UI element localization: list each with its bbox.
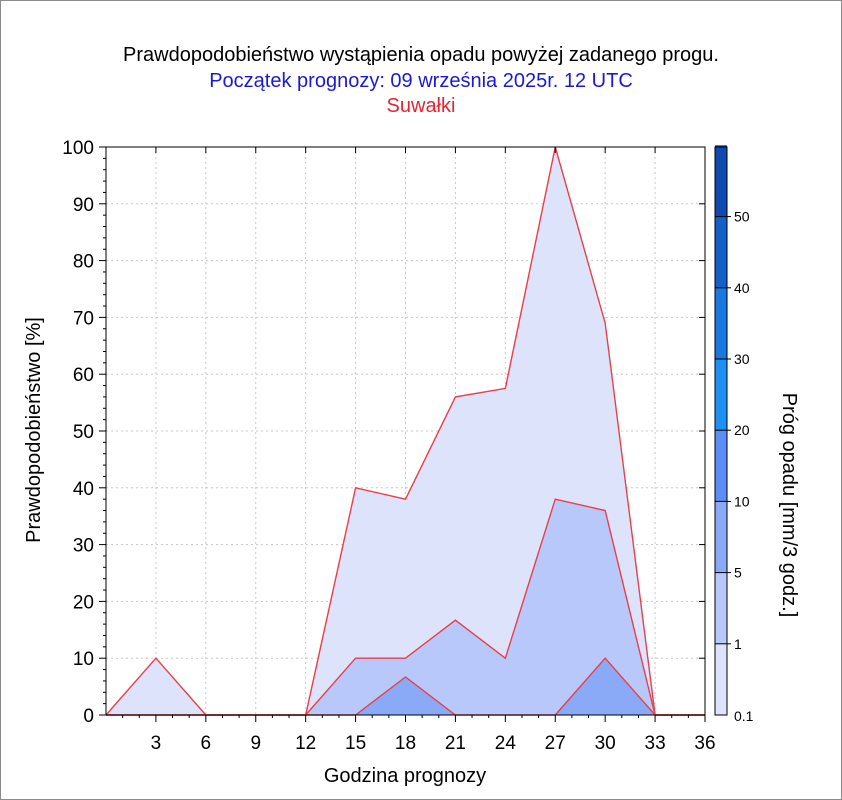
y-tick-label-20: 20 bbox=[73, 592, 94, 613]
colorbar-tick-label-5: 5 bbox=[734, 565, 742, 581]
x-tick-label-18: 18 bbox=[395, 733, 416, 754]
x-tick-label-24: 24 bbox=[495, 733, 517, 754]
y-tick-label-60: 60 bbox=[73, 365, 94, 386]
colorbar-tick-label-50: 50 bbox=[734, 209, 750, 225]
x-tick-label-6: 6 bbox=[201, 733, 212, 754]
colorbar-band-1 bbox=[715, 572, 727, 644]
colorbar-band-7 bbox=[715, 145, 727, 217]
colorbar: 0.1 1 5 10 20 30 40 50 bbox=[714, 145, 754, 724]
y-tick-label-50: 50 bbox=[73, 422, 94, 443]
y-tick-label-70: 70 bbox=[73, 308, 94, 329]
location-label: Suwałki bbox=[386, 95, 456, 117]
x-tick-label-33: 33 bbox=[645, 733, 666, 754]
colorbar-band-2 bbox=[715, 501, 727, 573]
area-threshold-5 bbox=[106, 658, 705, 715]
x-tick-label-9: 9 bbox=[250, 733, 261, 754]
x-tick-label-30: 30 bbox=[595, 733, 616, 754]
colorbar-label: Próg opadu [mm/3 godz.] bbox=[778, 393, 800, 618]
colorbar-band-5 bbox=[715, 287, 727, 359]
y-tick-label-0: 0 bbox=[83, 706, 94, 727]
x-tick-label-12: 12 bbox=[295, 733, 316, 754]
x-tick-label-3: 3 bbox=[151, 733, 162, 754]
colorbar-tick-label-30: 30 bbox=[734, 351, 750, 367]
y-tick-label-40: 40 bbox=[73, 479, 94, 500]
colorbar-tick-label-0.1: 0.1 bbox=[734, 708, 754, 724]
area-threshold-1 bbox=[106, 499, 705, 715]
forecast-start-subtitle: Początek prognozy: 09 września 2025r. 12… bbox=[209, 70, 633, 92]
colorbar-band-6 bbox=[715, 216, 727, 288]
y-axis-label: Prawdopodobieństwo [%] bbox=[23, 317, 45, 543]
y-tick-label-80: 80 bbox=[73, 252, 94, 273]
y-tick-label-90: 90 bbox=[73, 195, 94, 216]
colorbar-band-4 bbox=[715, 359, 727, 431]
x-tick-label-15: 15 bbox=[345, 733, 366, 754]
y-tick-label-10: 10 bbox=[73, 649, 94, 670]
x-tick-label-21: 21 bbox=[445, 733, 466, 754]
colorbar-border bbox=[714, 146, 728, 716]
colorbar-band-8 bbox=[715, 145, 727, 147]
colorbar-band-0 bbox=[715, 643, 727, 715]
colorbar-band-3 bbox=[715, 430, 727, 502]
x-tick-label-36: 36 bbox=[694, 733, 715, 754]
x-axis-label: Godzina prognozy bbox=[324, 765, 486, 787]
colorbar-tick-label-40: 40 bbox=[734, 280, 750, 296]
colorbar-tick-label-1: 1 bbox=[734, 636, 742, 652]
y-tick-label-30: 30 bbox=[73, 536, 94, 557]
colorbar-tick-label-10: 10 bbox=[734, 493, 750, 509]
x-tick-label-27: 27 bbox=[545, 733, 566, 754]
chart-title: Prawdopodobieństwo wystąpienia opadu pow… bbox=[123, 44, 719, 66]
y-tick-label-100: 100 bbox=[62, 138, 94, 159]
colorbar-tick-label-20: 20 bbox=[734, 422, 750, 438]
